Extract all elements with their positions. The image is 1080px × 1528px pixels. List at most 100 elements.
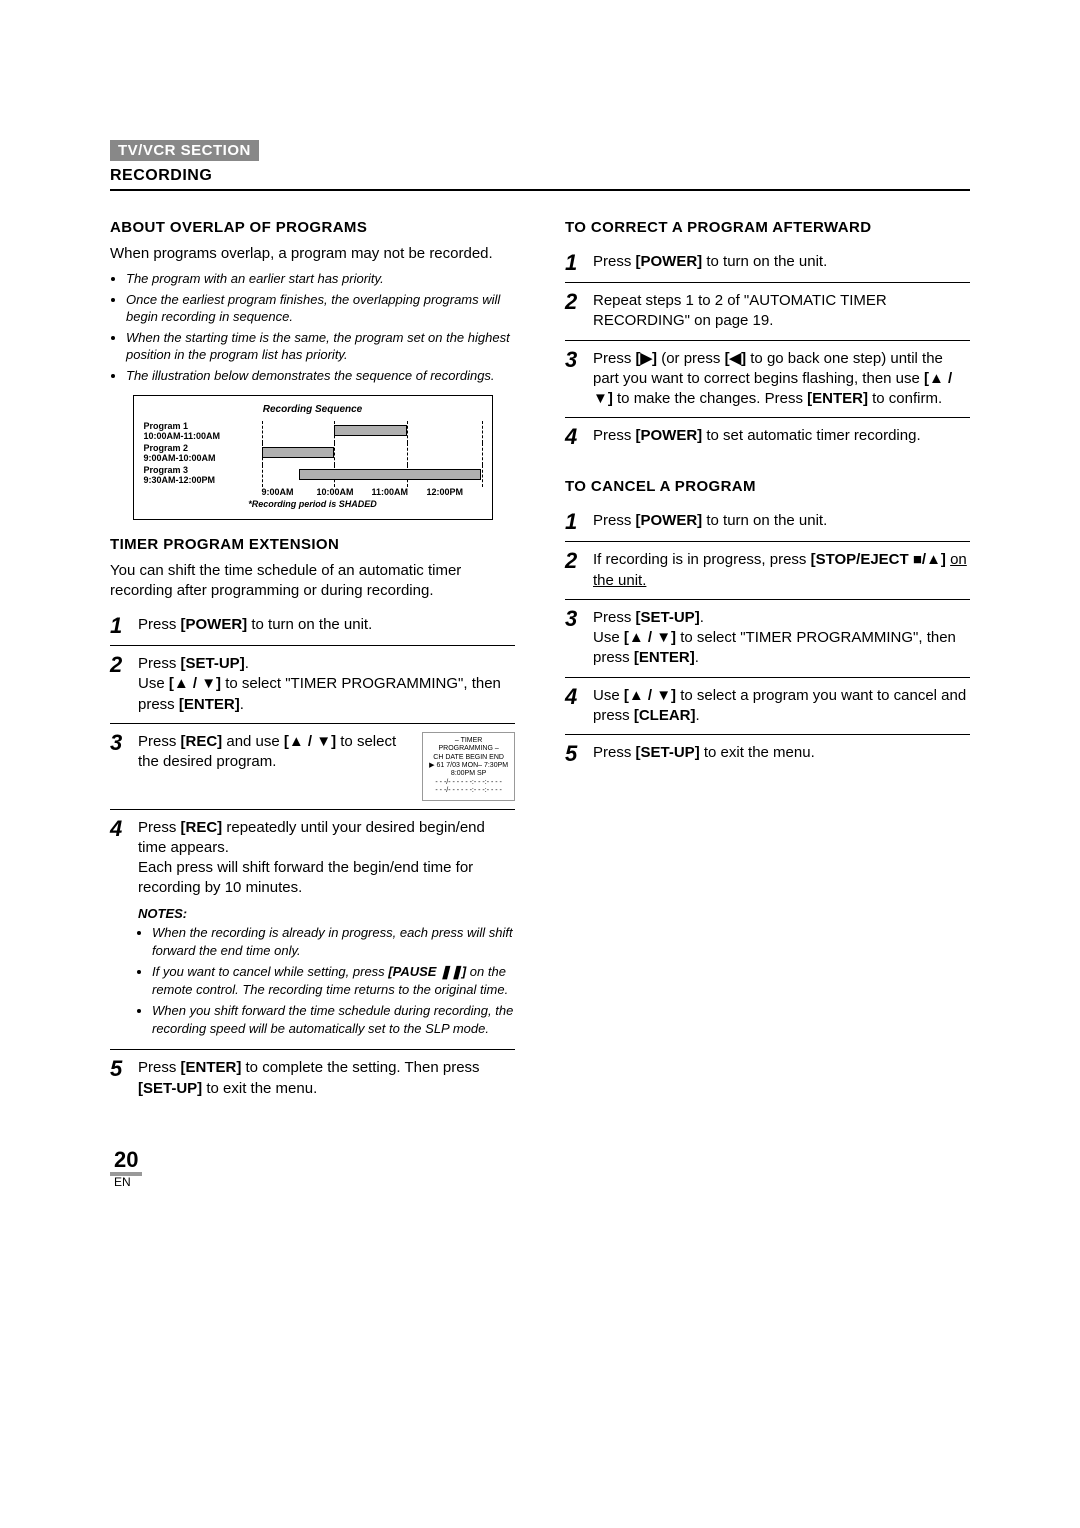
chart-gridline (262, 465, 263, 487)
step-body: Press [POWER] to set automatic timer rec… (593, 426, 970, 448)
chart-axis: 9:00AM10:00AM11:00AM12:00PM (262, 487, 482, 497)
step-body: Press [REC] repeatedly until your desire… (138, 818, 515, 1042)
step-number: 3 (565, 349, 583, 410)
recording-header: RECORDING (110, 167, 970, 185)
columns: ABOUT OVERLAP OF PROGRAMS When programs … (110, 203, 970, 1107)
chart-track (262, 465, 482, 487)
chart-tick: 9:00AM (262, 487, 317, 497)
chart-row: Program 110:00AM-11:00AM (144, 421, 482, 443)
step-body: Press [POWER] to turn on the unit. (138, 615, 515, 637)
step: 2If recording is in progress, press [STO… (565, 542, 970, 600)
page: TV/VCR SECTION RECORDING ABOUT OVERLAP O… (0, 0, 1080, 1251)
notes-heading: NOTES: (138, 905, 515, 923)
recording-sequence-chart: Recording Sequence Program 110:00AM-11:0… (133, 395, 493, 520)
right-column: TO CORRECT A PROGRAM AFTERWARD 1 Press [P… (565, 203, 970, 1107)
overlap-bullet: Once the earliest program finishes, the … (126, 291, 515, 326)
step-number: 1 (565, 511, 583, 533)
chart-footnote: *Recording period is SHADED (144, 499, 482, 509)
timer-ext-steps: 1Press [POWER] to turn on the unit.2Pres… (110, 607, 515, 1107)
overlap-bullets: The program with an earlier start has pr… (110, 270, 515, 384)
chart-tick: 10:00AM (317, 487, 372, 497)
step-number: 1 (110, 615, 128, 637)
cancel-title: TO CANCEL A PROGRAM (565, 478, 970, 495)
step: 4 Press [POWER] to set automatic timer re… (565, 418, 970, 456)
chart-row: Program 39:30AM-12:00PM (144, 465, 482, 487)
step: 1 Press [POWER] to turn on the unit. (565, 244, 970, 283)
step-number: 4 (110, 818, 128, 1042)
overlap-title: ABOUT OVERLAP OF PROGRAMS (110, 219, 515, 236)
correct-steps: 1 Press [POWER] to turn on the unit. 2Repe… (565, 244, 970, 456)
step-number: 5 (565, 743, 583, 765)
step: 3Press [SET-UP].Use [▲ / ▼] to select "T… (565, 600, 970, 678)
step-number: 3 (110, 732, 128, 801)
chart-gridline (482, 465, 483, 487)
chart-tick: 12:00PM (427, 487, 482, 497)
chart-gridline (482, 443, 483, 465)
chart-gridline (334, 443, 335, 465)
correct-title: TO CORRECT A PROGRAM AFTERWARD (565, 219, 970, 236)
notes-list: When the recording is already in progres… (138, 924, 515, 1037)
chart-track (262, 421, 482, 443)
overlap-bullet: The illustration below demonstrates the … (126, 367, 515, 385)
overlap-bullet: The program with an earlier start has pr… (126, 270, 515, 288)
note-item: When the recording is already in progres… (152, 924, 515, 959)
step-body: Press [POWER] to turn on the unit. (593, 511, 970, 533)
step-body: If recording is in progress, press [STOP… (593, 550, 970, 591)
step-number: 4 (565, 426, 583, 448)
chart-gridline (407, 421, 408, 443)
note-item: If you want to cancel while setting, pre… (152, 963, 515, 998)
chart-tick: 11:00AM (372, 487, 427, 497)
chart-bar (262, 447, 335, 458)
chart-bar (334, 425, 407, 436)
step-body: Press [REC] and use [▲ / ▼] to select th… (138, 732, 515, 801)
step: 4Use [▲ / ▼] to select a program you wan… (565, 678, 970, 736)
left-column: ABOUT OVERLAP OF PROGRAMS When programs … (110, 203, 515, 1107)
step-body: Press [▶] (or press [◀] to go back one s… (593, 349, 970, 410)
step-body: Use [▲ / ▼] to select a program you want… (593, 686, 970, 727)
section-badge: TV/VCR SECTION (110, 140, 259, 161)
step-number: 3 (565, 608, 583, 669)
step-number: 2 (565, 550, 583, 591)
step-number: 2 (110, 654, 128, 715)
step: 3Press [▶] (or press [◀] to go back one … (565, 341, 970, 419)
step: 2Repeat steps 1 to 2 of "AUTOMATIC TIMER… (565, 283, 970, 341)
timer-ext-intro: You can shift the time schedule of an au… (110, 561, 515, 602)
chart-track (262, 443, 482, 465)
step-body: Press [ENTER] to complete the setting. T… (138, 1058, 515, 1099)
chart-gridline (262, 421, 263, 443)
page-number-value: 20 (110, 1147, 142, 1176)
chart-bar (299, 469, 482, 480)
step: 3Press [REC] and use [▲ / ▼] to select t… (110, 724, 515, 810)
step: 4Press [REC] repeatedly until your desir… (110, 810, 515, 1051)
step: 5Press [ENTER] to complete the setting. … (110, 1050, 515, 1107)
step: 1 Press [POWER] to turn on the unit. (565, 503, 970, 542)
step-number: 1 (565, 252, 583, 274)
step-number: 4 (565, 686, 583, 727)
chart-row-label: Program 110:00AM-11:00AM (144, 422, 262, 442)
divider (110, 189, 970, 191)
overlap-intro: When programs overlap, a program may not… (110, 244, 515, 264)
cancel-steps: 1 Press [POWER] to turn on the unit. 2If r… (565, 503, 970, 773)
step-body: Repeat steps 1 to 2 of "AUTOMATIC TIMER … (593, 291, 970, 332)
step-number: 2 (565, 291, 583, 332)
step-text: Press [REC] and use [▲ / ▼] to select th… (138, 732, 414, 801)
step-body: Press [SET-UP] to exit the menu. (593, 743, 970, 765)
page-number: 20 EN (110, 1147, 970, 1191)
overlap-bullet: When the starting time is the same, the … (126, 329, 515, 364)
note-item: When you shift forward the time schedule… (152, 1002, 515, 1037)
step: 2Press [SET-UP].Use [▲ / ▼] to select "T… (110, 646, 515, 724)
step-body: Press [SET-UP].Use [▲ / ▼] to select "TI… (138, 654, 515, 715)
timer-ext-title: TIMER PROGRAM EXTENSION (110, 536, 515, 553)
chart-gridline (482, 421, 483, 443)
step-body: Press [POWER] to turn on the unit. (593, 252, 970, 274)
step: 1 Press [POWER] to turn on the unit. (110, 607, 515, 646)
chart-row-label: Program 39:30AM-12:00PM (144, 466, 262, 486)
chart-row-label: Program 29:00AM-10:00AM (144, 444, 262, 464)
chart-title: Recording Sequence (144, 404, 482, 415)
step: 5 Press [SET-UP] to exit the menu. (565, 735, 970, 773)
step-number: 5 (110, 1058, 128, 1099)
chart-gridline (407, 443, 408, 465)
step-body: Press [SET-UP].Use [▲ / ▼] to select "TI… (593, 608, 970, 669)
page-lang: EN (114, 1175, 131, 1189)
chart-row: Program 29:00AM-10:00AM (144, 443, 482, 465)
